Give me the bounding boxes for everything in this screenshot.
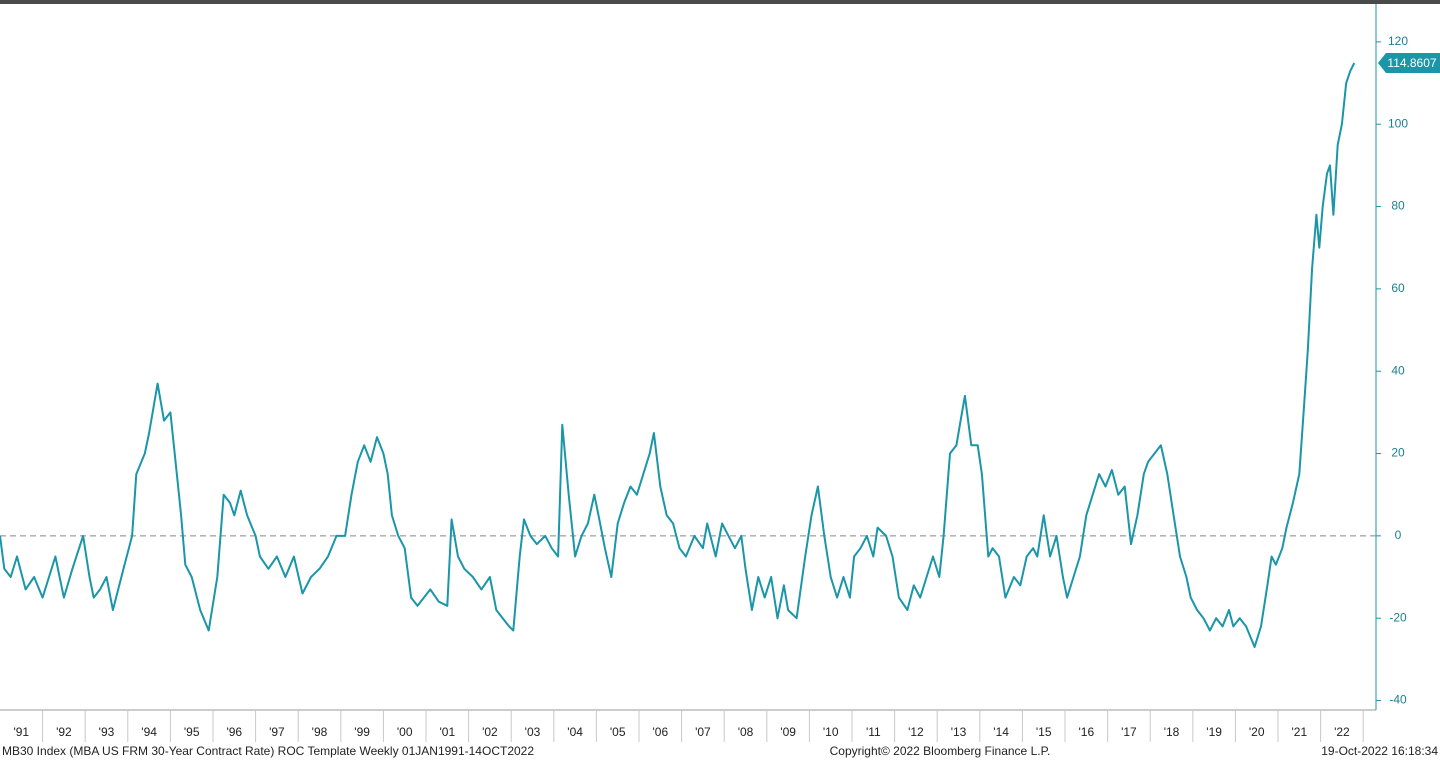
x-tick-label: '17 [1121,725,1137,739]
y-tick-label: 40 [1391,363,1405,377]
x-tick-label: '08 [738,725,754,739]
x-tick-label: '20 [1249,725,1265,739]
x-tick-label: '10 [823,725,839,739]
x-tick-label: '92 [56,725,72,739]
x-tick-label: '97 [269,725,285,739]
footer-left: MB30 Index (MBA US FRM 30-Year Contract … [2,744,534,758]
x-tick-label: '14 [993,725,1009,739]
y-tick-label: 60 [1391,281,1405,295]
x-tick-label: '00 [397,725,413,739]
x-tick-label: '04 [567,725,583,739]
x-tick-label: '01 [439,725,455,739]
y-tick-label: 100 [1388,116,1408,130]
x-tick-label: '91 [13,725,29,739]
x-tick-label: '05 [610,725,626,739]
footer-right: 19-Oct-2022 16:18:34 [1321,744,1438,758]
x-tick-label: '15 [1036,725,1052,739]
x-tick-label: '99 [354,725,370,739]
x-tick-label: '93 [99,725,115,739]
x-tick-label: '16 [1078,725,1094,739]
x-tick-label: '95 [184,725,200,739]
top-border [0,0,1440,4]
x-tick-label: '21 [1291,725,1307,739]
last-value-callout [1378,53,1440,74]
last-value-label: 114.8607 [1387,56,1436,70]
x-tick-label: '02 [482,725,498,739]
x-tick-label: '94 [141,725,157,739]
data-line [0,62,1356,648]
footer-center: Copyright© 2022 Bloomberg Finance L.P. [830,744,1051,758]
y-tick-label: -40 [1389,693,1407,707]
x-tick-label: '11 [866,725,881,739]
y-tick-label: 80 [1391,199,1405,213]
y-tick-label: 120 [1388,34,1408,48]
x-tick-label: '96 [226,725,242,739]
x-tick-label: '98 [312,725,328,739]
x-tick-label: '22 [1334,725,1350,739]
x-tick-label: '18 [1164,725,1180,739]
x-tick-label: '07 [695,725,711,739]
y-tick-label: -20 [1389,610,1407,624]
x-tick-label: '06 [652,725,668,739]
y-tick-label: 0 [1395,528,1402,542]
x-tick-label: '03 [525,725,541,739]
y-tick-label: 20 [1391,446,1405,460]
x-tick-label: '19 [1206,725,1222,739]
x-tick-label: '09 [780,725,796,739]
x-tick-label: '12 [908,725,924,739]
x-tick-label: '13 [951,725,967,739]
